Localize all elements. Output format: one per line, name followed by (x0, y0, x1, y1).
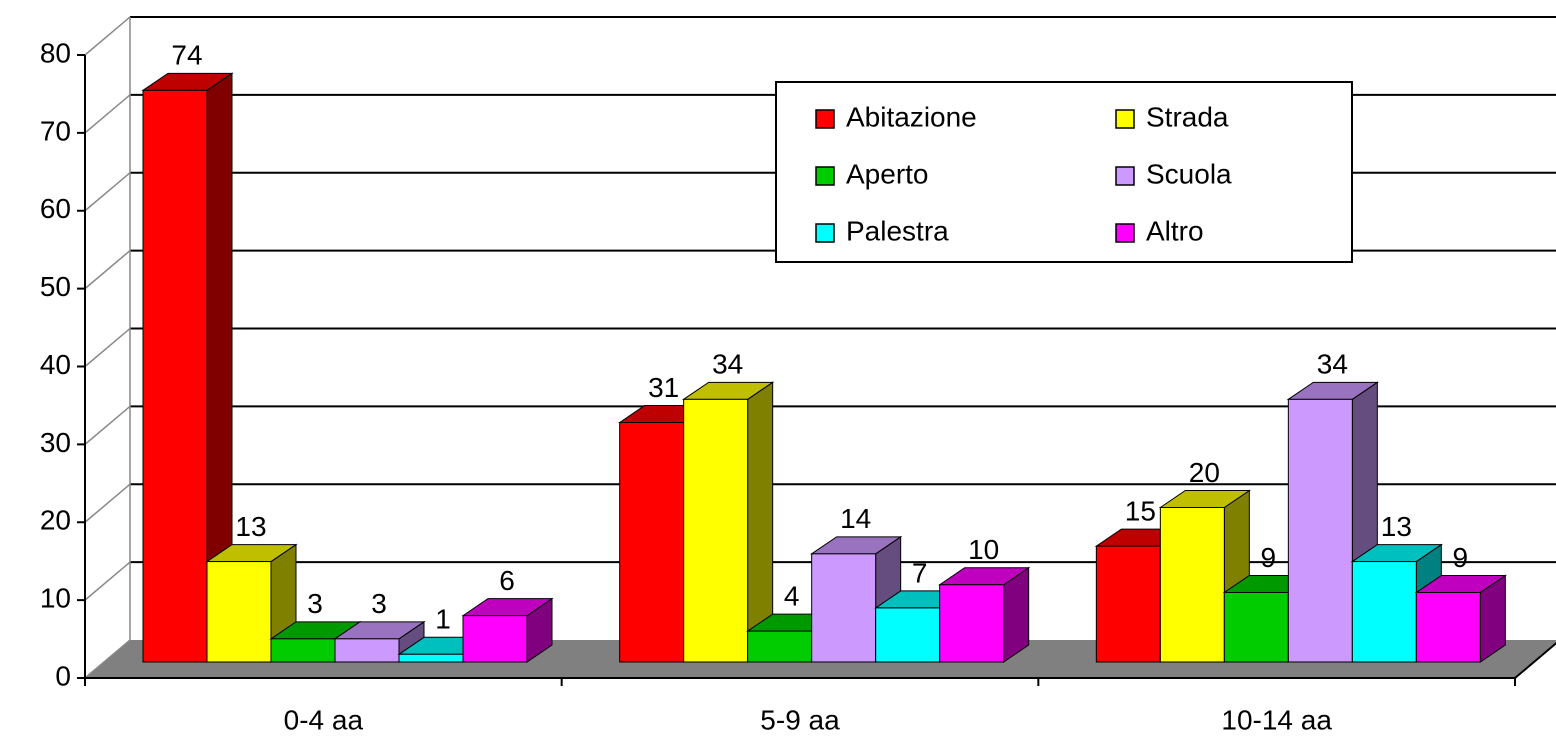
data-label: 4 (784, 580, 800, 611)
wall-line (84, 16, 131, 56)
y-tick-label: 0 (55, 660, 71, 691)
data-label: 13 (235, 511, 266, 542)
x-tick-label: 5-9 aa (760, 704, 840, 735)
data-label: 1 (435, 604, 451, 635)
legend-swatch (815, 223, 835, 243)
data-label: 34 (712, 349, 743, 380)
wall-line (84, 405, 131, 445)
data-label: 14 (840, 503, 871, 534)
bar (811, 553, 877, 663)
bar (939, 584, 1005, 663)
bar (1287, 398, 1353, 663)
bar (398, 653, 464, 663)
bar (1351, 561, 1417, 663)
legend-label: Aperto (846, 158, 929, 189)
wall-line (84, 94, 131, 134)
wall-line (84, 327, 131, 368)
wall-line (84, 172, 131, 212)
data-label: 13 (1381, 511, 1412, 542)
bar (1159, 506, 1225, 663)
legend-label: Altro (1146, 215, 1204, 246)
y-tick-label: 60 (40, 193, 71, 224)
data-label: 9 (1453, 542, 1469, 573)
bar (1415, 591, 1481, 663)
data-label: 6 (499, 565, 515, 596)
bar (142, 89, 208, 663)
legend-swatch (1115, 109, 1135, 129)
data-label: 20 (1189, 457, 1220, 488)
floor-edge (1514, 642, 1556, 679)
y-tick-label: 70 (40, 115, 71, 146)
x-tick-label: 0-4 aa (284, 704, 364, 735)
legend-label: Abitazione (846, 101, 977, 132)
data-label: 7 (912, 557, 928, 588)
y-tick-label: 10 (40, 583, 71, 614)
bar (1095, 545, 1161, 663)
bar (747, 630, 813, 663)
legend (775, 81, 1353, 263)
data-label: 3 (371, 588, 387, 619)
legend-label: Palestra (846, 215, 949, 246)
legend-swatch (1115, 166, 1135, 186)
bar (619, 422, 685, 663)
wall-line (84, 561, 131, 601)
bar (683, 398, 749, 663)
y-tick-label: 20 (40, 505, 71, 536)
bar (334, 638, 400, 663)
legend-swatch (815, 166, 835, 186)
wall-line (84, 639, 131, 679)
data-label: 34 (1317, 349, 1348, 380)
y-tick-label: 50 (40, 271, 71, 302)
legend-swatch (1115, 223, 1135, 243)
data-label: 9 (1261, 542, 1277, 573)
legend-label: Strada (1146, 101, 1229, 132)
data-label: 3 (307, 588, 323, 619)
legend-swatch (815, 109, 835, 129)
wall-line (84, 483, 131, 523)
data-label: 15 (1125, 496, 1156, 527)
bar (462, 615, 528, 663)
y-tick-label: 40 (40, 349, 71, 380)
bar (270, 638, 336, 663)
data-label: 74 (171, 40, 202, 71)
bar (206, 561, 272, 663)
data-label: 31 (648, 372, 679, 403)
y-tick-label: 30 (40, 427, 71, 458)
x-tick-label: 10-14 aa (1221, 704, 1332, 735)
wall-line (84, 250, 131, 290)
data-label: 10 (968, 534, 999, 565)
bar (1223, 591, 1289, 663)
legend-label: Scuola (1146, 158, 1232, 189)
y-tick-label: 80 (40, 37, 71, 68)
bar (875, 607, 941, 663)
